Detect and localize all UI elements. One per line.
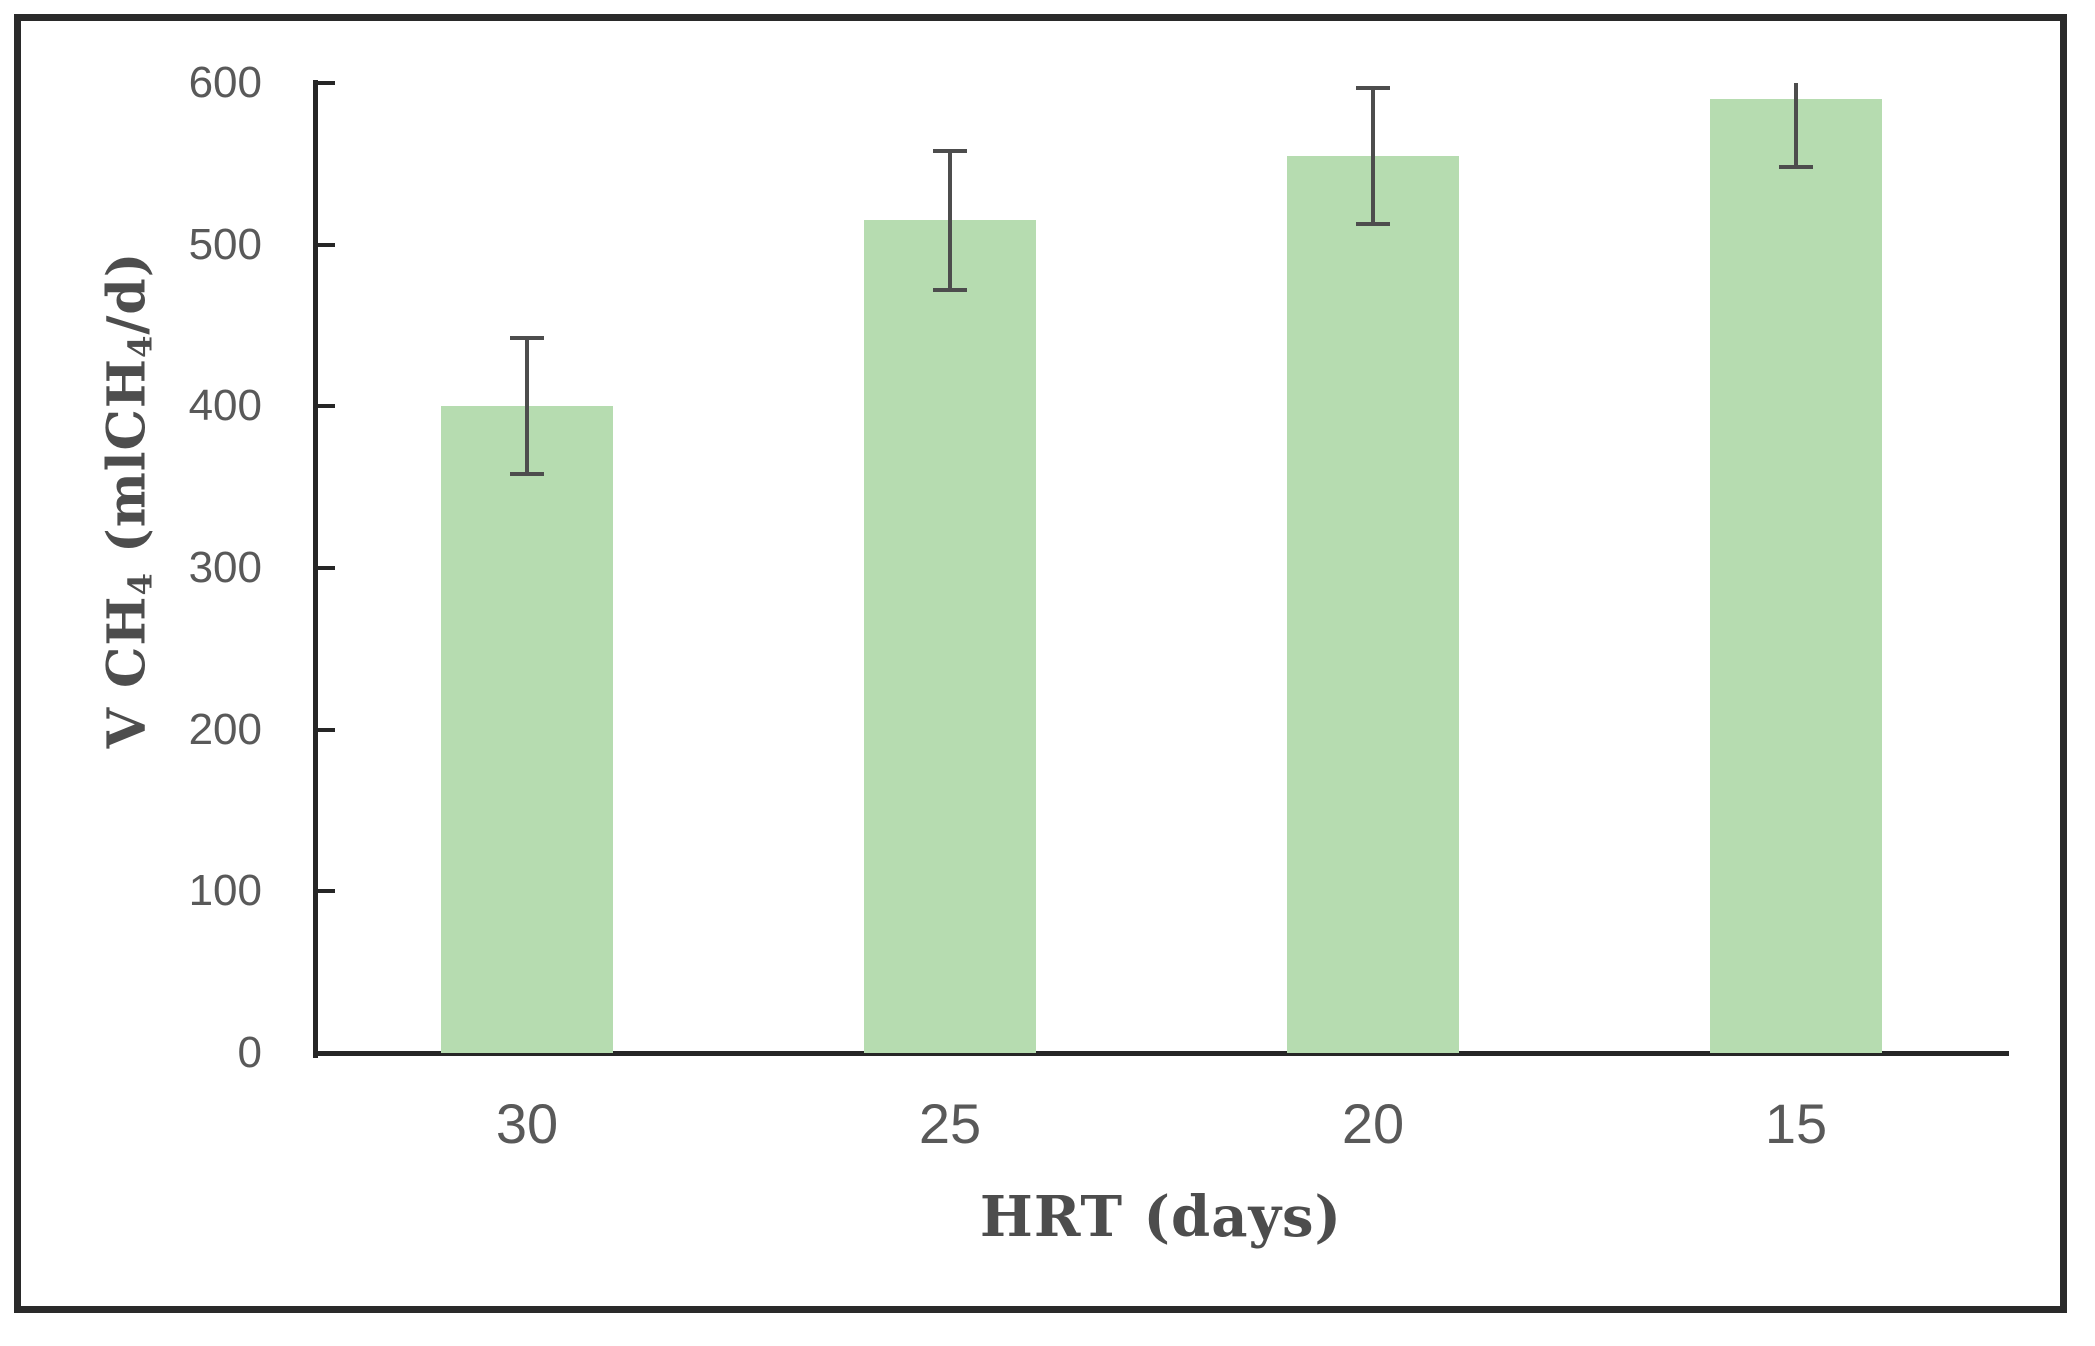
y-axis-tick bbox=[318, 81, 335, 85]
y-axis-line bbox=[313, 80, 318, 1058]
y-axis-tick bbox=[318, 243, 335, 247]
bar bbox=[864, 220, 1036, 1053]
error-bar-bottom-cap bbox=[1356, 222, 1390, 226]
bar bbox=[1710, 99, 1882, 1053]
error-bar-top-cap bbox=[1356, 86, 1390, 90]
error-bar-bottom-cap bbox=[1779, 165, 1813, 169]
error-bar-top-cap bbox=[510, 336, 544, 340]
bar bbox=[441, 406, 613, 1053]
x-tick-label: 15 bbox=[1764, 1092, 1828, 1155]
y-tick-label: 500 bbox=[188, 220, 262, 269]
error-bar-line bbox=[525, 338, 529, 474]
y-tick-label: 0 bbox=[237, 1028, 262, 1077]
error-bar-line bbox=[1794, 83, 1798, 167]
y-tick-label: 300 bbox=[188, 543, 262, 592]
y-axis-tick bbox=[318, 728, 335, 732]
y-axis-tick bbox=[318, 566, 335, 570]
y-tick-label: 100 bbox=[188, 866, 262, 915]
error-bar-bottom-cap bbox=[510, 472, 544, 476]
bar bbox=[1287, 156, 1459, 1053]
error-bar-line bbox=[948, 151, 952, 290]
x-tick-label: 30 bbox=[495, 1092, 559, 1155]
y-axis-tick bbox=[318, 404, 335, 408]
x-axis-title: HRT (days) bbox=[979, 1184, 1343, 1250]
y-axis-tick bbox=[318, 889, 335, 893]
error-bar-bottom-cap bbox=[933, 288, 967, 292]
error-bar-top-cap bbox=[933, 149, 967, 153]
x-tick-label: 25 bbox=[918, 1092, 982, 1155]
y-tick-label: 200 bbox=[188, 705, 262, 754]
y-tick-label: 400 bbox=[188, 381, 262, 430]
y-tick-label: 600 bbox=[188, 58, 262, 107]
x-axis-line bbox=[313, 1051, 2009, 1056]
error-bar-line bbox=[1371, 88, 1375, 224]
x-tick-label: 20 bbox=[1341, 1092, 1405, 1155]
